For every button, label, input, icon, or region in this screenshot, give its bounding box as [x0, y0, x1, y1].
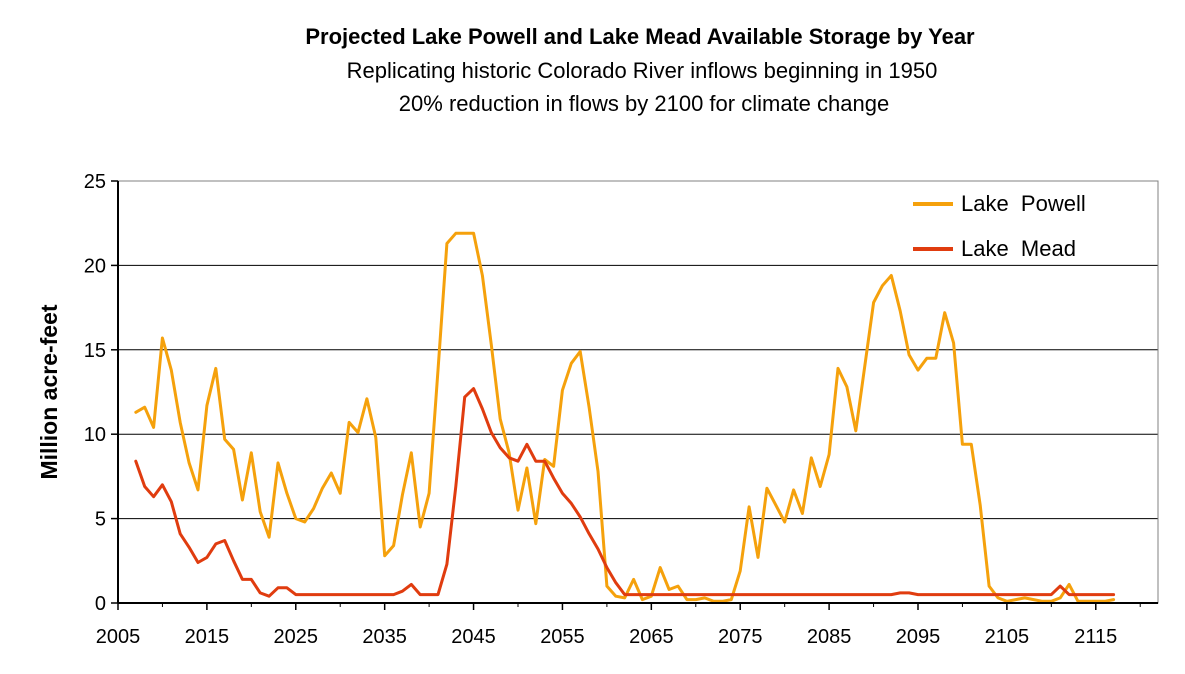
y-tick-label: 25	[84, 171, 106, 193]
chart-title: Projected Lake Powell and Lake Mead Avai…	[305, 24, 975, 49]
x-tick-label: 2075	[718, 626, 763, 648]
legend: Lake Powell Lake Mead	[913, 191, 1086, 261]
y-tick-label: 15	[84, 340, 106, 362]
x-tick-label: 2055	[540, 626, 585, 648]
x-tick-label: 2015	[185, 626, 230, 648]
x-tick-label: 2005	[96, 626, 141, 648]
x-tick-label: 2025	[274, 626, 319, 648]
series-layer	[134, 231, 1116, 603]
x-tick-label: 2035	[362, 626, 407, 648]
legend-label-lake-mead: Lake Mead	[961, 236, 1076, 261]
gridlines	[118, 264, 1158, 520]
x-tick-label: 2095	[896, 626, 941, 648]
y-tick-label: 5	[95, 509, 106, 531]
series-line-lake-powell	[134, 231, 1116, 603]
x-tick-label: 2115	[1074, 626, 1117, 648]
chart-subtitle-1: Replicating historic Colorado River infl…	[347, 58, 938, 83]
x-tick-label: 2065	[629, 626, 674, 648]
x-tick-label: 2105	[985, 626, 1030, 648]
y-tick-label: 0	[95, 593, 106, 615]
y-tick-label: 10	[84, 424, 106, 446]
y-tick-label: 20	[84, 255, 106, 277]
y-axis-label: Million acre-feet	[36, 304, 62, 479]
x-tick-label: 2045	[451, 626, 496, 648]
legend-label-lake-powell: Lake Powell	[961, 191, 1086, 216]
series-line-lake-mead	[134, 387, 1116, 598]
chart-subtitle-2: 20% reduction in flows by 2100 for clima…	[399, 91, 889, 116]
x-tick-label: 2085	[807, 626, 852, 648]
